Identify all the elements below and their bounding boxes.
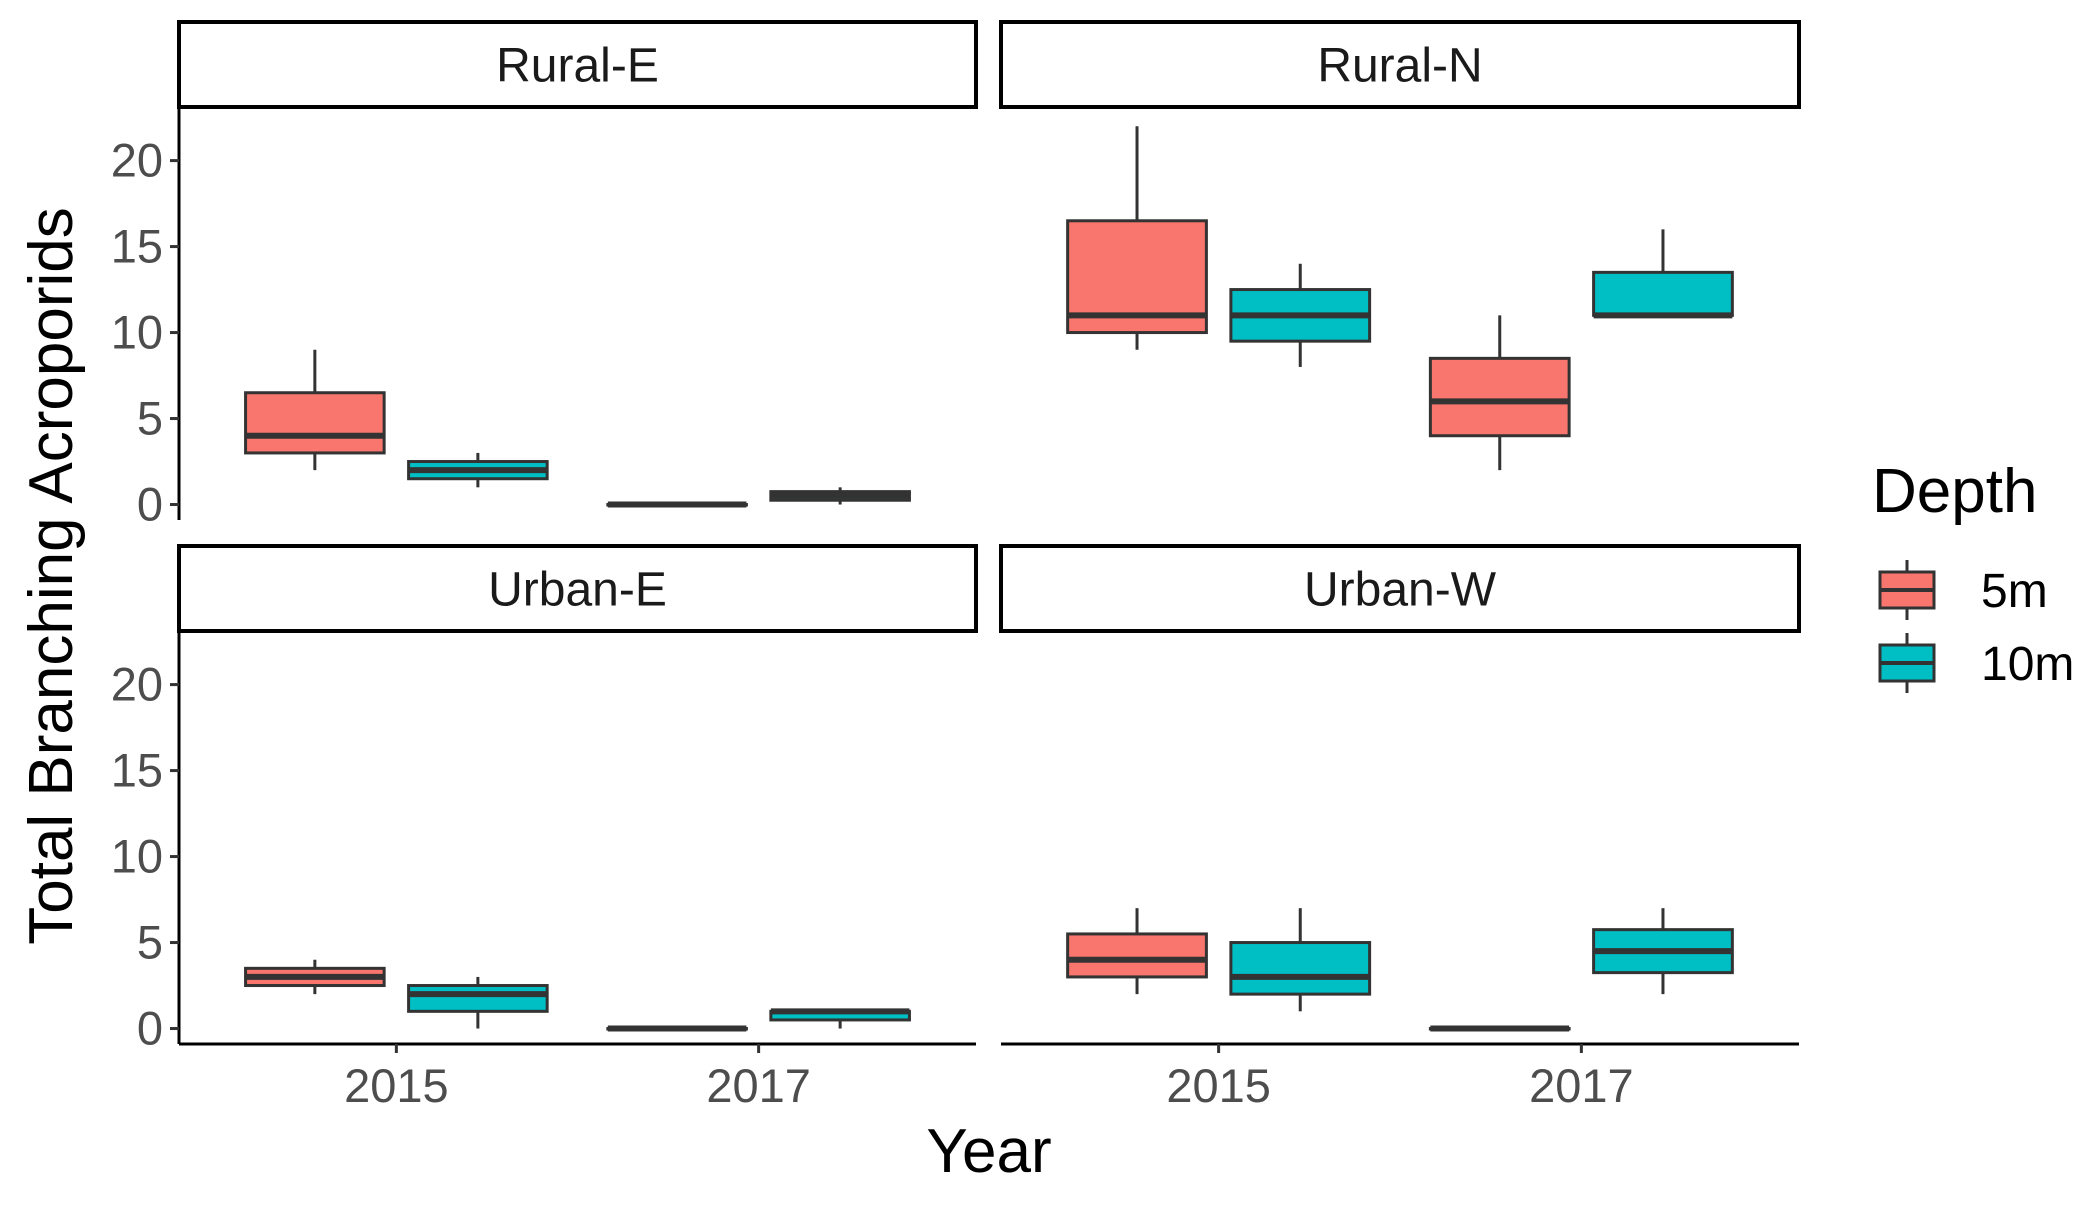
panel-rural-n: Rural-N xyxy=(999,20,1801,471)
legend-title: Depth xyxy=(1872,457,2037,526)
legend: Depth 5m 10m xyxy=(1872,457,2074,693)
box-rural-n-2017-5m-iqr xyxy=(1428,356,1571,438)
box-rural-e-2017-5m xyxy=(606,501,748,508)
strip-urban-e xyxy=(177,544,978,633)
box-rural-e-2015-5m-iqr xyxy=(244,391,386,455)
box-rural-n-2017-10m-iqr xyxy=(1592,270,1734,317)
x-tick-label-urban-e-2015: 2015 xyxy=(344,1059,449,1112)
y-tick-label-urban-e-10: 10 xyxy=(111,830,163,883)
x-tick-label-urban-e-2017: 2017 xyxy=(706,1059,811,1112)
box-urban-w-2017-5m xyxy=(1428,1025,1571,1032)
strip-label-urban-w: Urban-W xyxy=(1304,564,1497,617)
strip-label-urban-e: Urban-E xyxy=(488,564,667,617)
box-urban-w-2015-10m xyxy=(1229,908,1372,1012)
box-rural-n-2015-10m xyxy=(1229,263,1372,367)
box-urban-e-2015-10m-iqr xyxy=(407,984,549,1013)
legend-entry-5m: 5m xyxy=(1878,560,2048,620)
box-rural-n-2017-5m xyxy=(1428,315,1571,471)
x-tick-label-urban-w-2017: 2017 xyxy=(1529,1059,1634,1112)
strip-rural-n xyxy=(999,20,1801,109)
x-tick-label-urban-w-2015: 2015 xyxy=(1166,1059,1271,1112)
box-urban-w-2015-5m xyxy=(1066,908,1208,995)
panel-rural-e: Rural-E 0 5 10 15 20 xyxy=(111,20,978,531)
box-rural-e-2017-10m xyxy=(769,487,911,505)
y-tick-label-rural-e-10: 10 xyxy=(111,306,163,359)
box-rural-n-2017-10m xyxy=(1592,229,1734,319)
box-urban-w-2015-5m-iqr xyxy=(1066,932,1208,979)
box-urban-w-2017-10m xyxy=(1592,908,1734,995)
y-tick-label-rural-e-0: 0 xyxy=(137,478,163,531)
box-rural-e-2015-5m xyxy=(244,349,386,471)
strip-label-rural-e: Rural-E xyxy=(496,40,659,93)
legend-label-10m: 10m xyxy=(1981,638,2074,691)
box-rural-n-2015-5m xyxy=(1066,126,1208,350)
y-tick-label-rural-e-20: 20 xyxy=(111,134,163,187)
panel-urban-e: Urban-E 0 5 10 15 20 2015 2017 xyxy=(111,544,978,1112)
x-axis-title: Year xyxy=(926,1117,1051,1186)
strip-rural-e xyxy=(177,20,978,109)
y-tick-label-urban-e-0: 0 xyxy=(137,1002,163,1055)
box-urban-e-2017-10m xyxy=(769,1008,911,1029)
box-urban-e-2015-10m xyxy=(407,976,549,1029)
y-tick-label-urban-e-15: 15 xyxy=(111,744,163,797)
legend-entry-10m: 10m xyxy=(1878,633,2074,693)
legend-label-5m: 5m xyxy=(1981,565,2048,618)
y-tick-label-urban-e-5: 5 xyxy=(137,916,163,969)
y-axis-title: Total Branching Acroporids xyxy=(17,207,86,945)
box-urban-w-2015-10m-iqr xyxy=(1229,941,1372,996)
box-urban-e-2015-5m xyxy=(244,959,386,995)
strip-urban-w xyxy=(999,544,1801,633)
box-rural-e-2015-10m xyxy=(407,452,549,488)
y-tick-label-rural-e-15: 15 xyxy=(111,220,163,273)
y-tick-label-rural-e-5: 5 xyxy=(137,392,163,445)
panel-urban-w: Urban-W 2015 2017 xyxy=(999,544,1801,1112)
y-tick-label-urban-e-20: 20 xyxy=(111,658,163,711)
box-urban-e-2017-5m xyxy=(606,1025,748,1032)
strip-label-rural-n: Rural-N xyxy=(1317,40,1482,93)
